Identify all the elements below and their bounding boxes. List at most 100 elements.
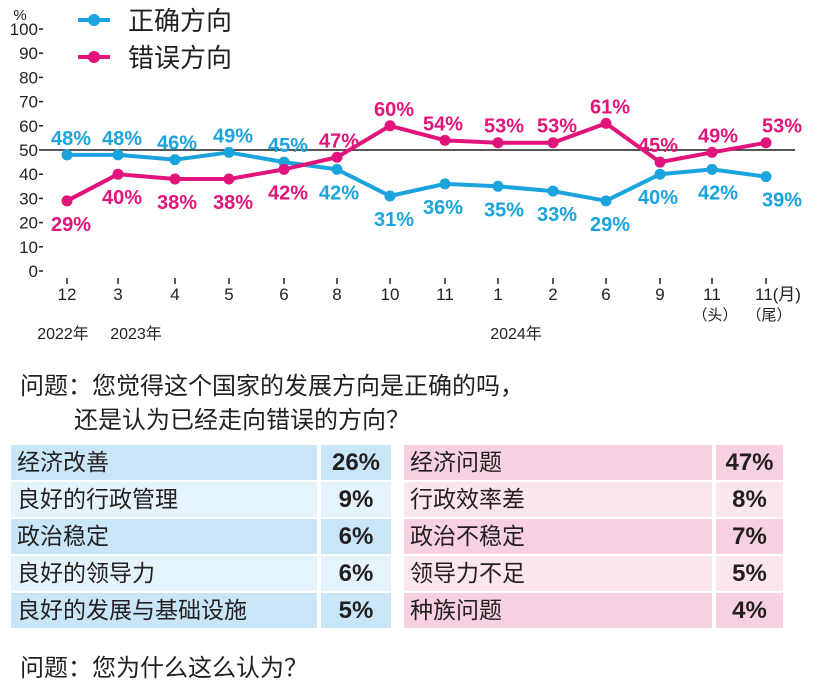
year-label: 2023年 — [110, 325, 162, 343]
data-point — [169, 173, 181, 185]
legend-label: 正确方向 — [128, 6, 232, 36]
x-tick-label: 10 — [381, 285, 400, 304]
data-label: 48% — [51, 128, 91, 150]
reason-label: 行政效率差 — [404, 482, 712, 517]
data-label: 35% — [484, 199, 524, 221]
data-label: 53% — [537, 116, 577, 138]
x-tick-label: 4 — [170, 285, 179, 304]
reason-label: 经济改善 — [11, 445, 317, 480]
data-point — [547, 137, 559, 149]
reason-percent: 9% — [321, 482, 391, 517]
data-label: 29% — [51, 214, 91, 236]
reason-percent: 8% — [716, 482, 783, 517]
y-tick-label: 10 — [19, 238, 38, 257]
reason-label: 政治不稳定 — [404, 519, 712, 554]
data-label: 33% — [537, 204, 577, 226]
x-tick-label: 9 — [655, 285, 664, 304]
legend-label: 错误方向 — [128, 43, 232, 73]
reason-label: 经济问题 — [404, 445, 712, 480]
data-label: 42% — [268, 182, 308, 204]
reason-percent: 26% — [321, 445, 391, 480]
x-tick-label: 11 — [436, 285, 454, 304]
reason-percent: 5% — [321, 593, 391, 628]
data-point — [654, 168, 666, 180]
data-point — [439, 134, 451, 146]
series-line-1 — [66, 121, 767, 203]
data-label: 42% — [698, 182, 738, 204]
data-label: 53% — [484, 116, 524, 138]
x-tick-label: 6 — [279, 285, 288, 304]
data-label: 49% — [698, 125, 738, 147]
year-label: 2024年 — [490, 325, 542, 343]
y-tick-label: 70 — [19, 93, 38, 112]
data-label: 38% — [157, 192, 197, 214]
question-1-line-1: 问题：您觉得这个国家的发展方向是正确的吗， — [20, 373, 524, 400]
reason-label: 领导力不足 — [404, 556, 712, 591]
data-label: 40% — [638, 187, 678, 209]
reason-percent: 6% — [321, 556, 391, 591]
y-unit-label: % — [13, 7, 26, 24]
data-label: 49% — [213, 125, 253, 147]
x-tick-label: 6 — [601, 285, 610, 304]
data-label: 29% — [590, 214, 630, 236]
y-tick-label: 0 — [29, 262, 38, 281]
y-tick-label: 90 — [19, 44, 38, 63]
reason-label: 良好的发展与基础设施 — [11, 593, 317, 628]
data-point — [278, 163, 290, 175]
data-label: 60% — [374, 99, 414, 121]
data-label: 45% — [638, 135, 678, 157]
data-point — [169, 154, 181, 166]
x-tick-label: 5 — [224, 285, 233, 304]
data-point — [384, 190, 396, 202]
data-point — [112, 168, 124, 180]
data-label: 31% — [374, 209, 414, 231]
x-tick-label: 11(月) — [755, 285, 801, 304]
data-label: 46% — [157, 133, 197, 155]
data-point — [331, 163, 343, 175]
data-label: 45% — [268, 135, 308, 157]
legend-marker — [88, 51, 100, 63]
x-tick-label: 12 — [58, 285, 77, 304]
reason-label: 良好的行政管理 — [11, 482, 317, 517]
data-point — [706, 163, 718, 175]
data-point — [384, 120, 396, 132]
data-label: 47% — [319, 130, 359, 152]
data-label: 36% — [423, 197, 463, 219]
data-label: 42% — [319, 182, 359, 204]
data-point — [61, 195, 73, 207]
data-label: 39% — [762, 190, 802, 212]
x-tick-label: 1 — [493, 285, 502, 304]
data-point — [547, 185, 559, 197]
y-tick-label: 60 — [19, 117, 38, 136]
y-tick-label: 50 — [19, 141, 38, 160]
x-tick-label: 11 — [703, 285, 721, 304]
y-tick-label: 40 — [19, 165, 38, 184]
reason-label: 种族问题 — [404, 593, 712, 628]
data-point — [492, 180, 504, 192]
y-tick-label: 80 — [19, 68, 38, 87]
reason-label: 良好的领导力 — [11, 556, 317, 591]
data-point — [760, 171, 772, 183]
data-label: 54% — [423, 113, 463, 135]
reason-percent: 5% — [716, 556, 783, 591]
reason-percent: 47% — [716, 445, 783, 480]
data-point — [331, 151, 343, 163]
data-label: 40% — [102, 187, 142, 209]
reason-percent: 6% — [321, 519, 391, 554]
series-line-0 — [67, 150, 767, 203]
data-point — [492, 137, 504, 149]
data-point — [112, 149, 124, 161]
question-2: 问题：您为什么这么认为？ — [20, 655, 308, 682]
data-label: 38% — [213, 192, 253, 214]
data-point — [760, 137, 772, 149]
y-tick-label: 30 — [19, 189, 38, 208]
x-tick-label: 3 — [113, 285, 122, 304]
x-tick-label: 8 — [332, 285, 341, 304]
data-point — [600, 195, 612, 207]
reason-percent: 7% — [716, 519, 783, 554]
data-point — [654, 156, 666, 168]
question-1-line-2: 还是认为已经走向错误的方向？ — [74, 407, 410, 434]
data-point — [439, 178, 451, 190]
x-tick-sublabel: （尾） — [746, 307, 791, 324]
